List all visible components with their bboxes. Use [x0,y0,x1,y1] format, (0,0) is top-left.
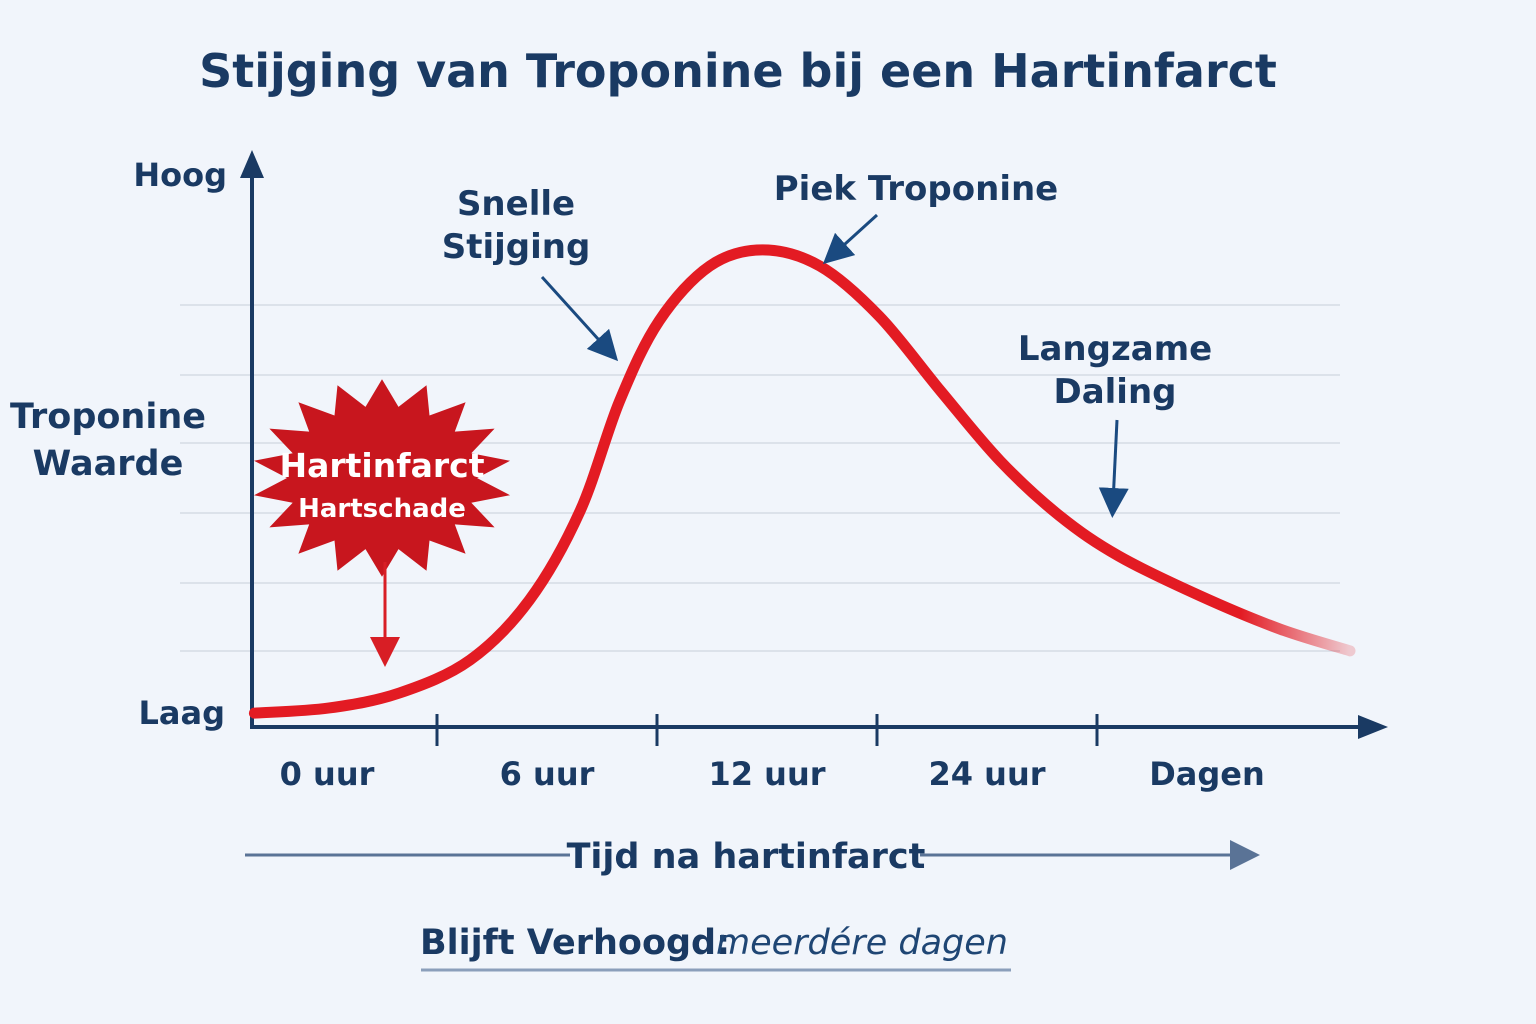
burst-subtitle: Hartschade [298,494,466,524]
annotation-rise-line1: Snelle [457,184,575,224]
x-ticks [435,714,1099,746]
x-tick-label: Dagen [1149,755,1265,793]
y-axis-arrow-icon [240,150,264,178]
x-tick-label: 12 uur [708,755,825,793]
x-tick-label: 6 uur [500,755,595,793]
heart-attack-starburst [254,379,510,577]
annotation-peak: Piek Troponine [774,169,1058,209]
annotation-decline-line1: Langzame [1018,329,1212,369]
y-label-line2: Waarde [33,444,184,484]
x-axis-arrow-icon [1358,715,1388,739]
troponin-curve [248,244,1356,719]
burst-title: Hartinfarct [280,446,485,485]
annotation-decline-line2: Daling [1053,372,1176,412]
y-label-line1: Troponine [10,397,206,437]
y-tick-top: Hoog [133,156,227,194]
arrow-peak-icon [822,213,879,265]
arrow-rise-icon [540,275,619,362]
arrow-decline-icon [1098,419,1129,518]
annotation-rise-line2: Stijging [442,227,591,267]
y-tick-bottom: Laag [139,694,225,732]
footer-value: meerdére dagen [716,923,1008,963]
x-tick-label: 24 uur [928,755,1045,793]
x-tick-label: 0 uur [280,755,375,793]
footer-label: Blijft Verhoogd: [420,923,730,963]
x-axis-label: Tijd na hartinfarct [567,837,926,877]
chart-title: Stijging van Troponine bij een Hartinfar… [199,44,1277,98]
